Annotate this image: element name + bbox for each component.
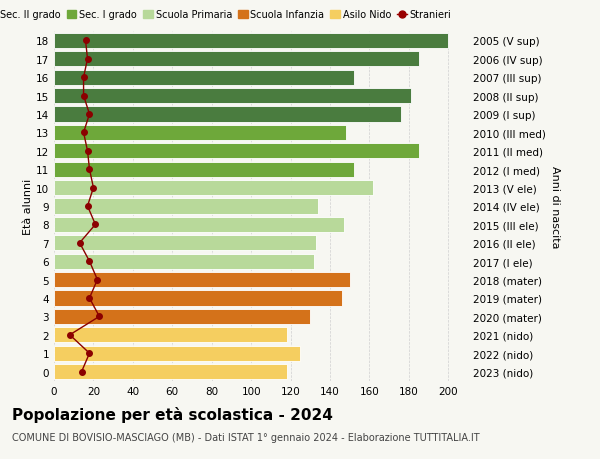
Y-axis label: Età alunni: Età alunni <box>23 179 33 235</box>
Y-axis label: Anni di nascita: Anni di nascita <box>550 165 560 248</box>
Bar <box>54 107 401 122</box>
Text: COMUNE DI BOVISIO-MASCIAGO (MB) - Dati ISTAT 1° gennaio 2024 - Elaborazione TUTT: COMUNE DI BOVISIO-MASCIAGO (MB) - Dati I… <box>12 432 479 442</box>
Bar <box>54 126 346 140</box>
Bar <box>54 199 318 214</box>
Bar <box>54 346 301 361</box>
Bar <box>54 89 411 104</box>
Bar <box>54 328 287 342</box>
Bar <box>54 291 342 306</box>
Bar <box>54 364 287 379</box>
Bar <box>54 273 350 287</box>
Bar <box>54 162 353 177</box>
Bar <box>54 309 310 324</box>
Text: Popolazione per età scolastica - 2024: Popolazione per età scolastica - 2024 <box>12 406 333 422</box>
Bar <box>54 71 353 85</box>
Bar <box>54 34 448 49</box>
Bar <box>54 144 419 159</box>
Legend: Sec. II grado, Sec. I grado, Scuola Primaria, Scuola Infanzia, Asilo Nido, Stran: Sec. II grado, Sec. I grado, Scuola Prim… <box>0 10 452 20</box>
Bar <box>54 181 373 196</box>
Bar <box>54 236 316 251</box>
Bar <box>54 218 344 232</box>
Bar <box>54 52 419 67</box>
Bar <box>54 254 314 269</box>
